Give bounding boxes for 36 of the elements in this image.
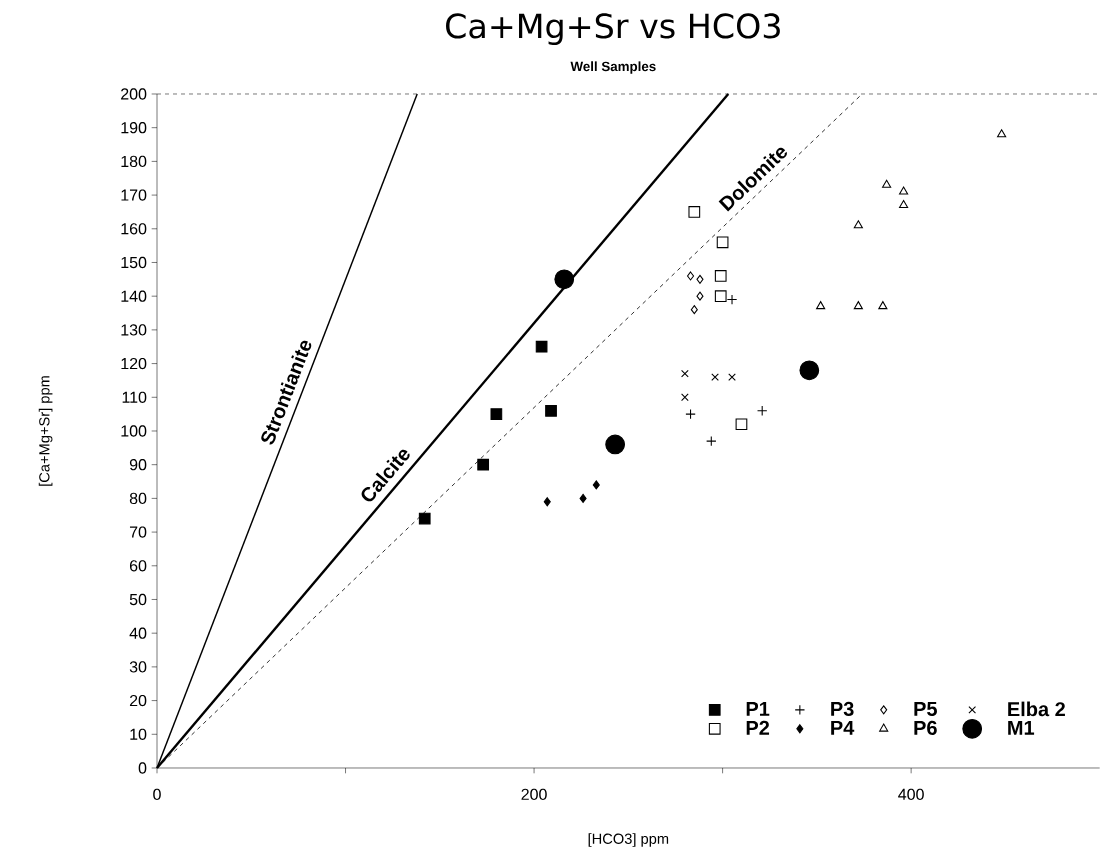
legend-label: P6: [914, 720, 937, 735]
y-tick-label: 160: [121, 223, 147, 235]
x-tick-label: 200: [521, 788, 547, 801]
y-tick-label: 150: [121, 256, 147, 269]
y-tick-label: 80: [129, 492, 147, 505]
y-tick-label: 200: [121, 88, 147, 100]
y-tick-label: 130: [121, 324, 147, 336]
y-tick-label: 0: [138, 762, 147, 774]
legend-label: P3: [831, 701, 854, 717]
y-tick-label: 110: [122, 391, 147, 403]
y-tick-label: 140: [121, 290, 147, 302]
y-tick-label: 60: [129, 560, 147, 572]
y-tick-label: 170: [121, 189, 147, 201]
y-tick-label: 180: [121, 155, 147, 168]
x-tick-label: 0: [153, 788, 161, 801]
y-tick-label: 50: [129, 593, 147, 606]
y-tick-label: 190: [121, 122, 147, 134]
y-tick-label: 70: [129, 526, 147, 538]
x-tick-label: 400: [898, 788, 924, 801]
y-axis-title: [Ca+Mg+Sr] ppm: [38, 376, 53, 486]
legend-label: P1: [746, 701, 770, 716]
legend-label: M1: [1008, 720, 1035, 735]
chart-subtitle: Well Samples: [570, 61, 656, 74]
x-axis-title: [HCO3] ppm: [588, 833, 669, 847]
y-tick-label: 120: [121, 357, 147, 370]
legend-label: P5: [914, 701, 937, 716]
y-tick-label: 30: [129, 661, 147, 673]
legend-label: P2: [746, 720, 770, 735]
y-tick-label: 10: [130, 728, 147, 740]
y-tick-label: 20: [129, 694, 147, 707]
y-tick-label: 40: [129, 627, 147, 639]
chart-title: Ca+Mg+Sr vs HCO3: [446, 13, 780, 46]
legend-label: P4: [831, 720, 855, 735]
y-tick-label: 90: [129, 459, 147, 471]
y-tick-label: 100: [121, 425, 147, 437]
legend-label: Elba 2: [1008, 701, 1065, 717]
